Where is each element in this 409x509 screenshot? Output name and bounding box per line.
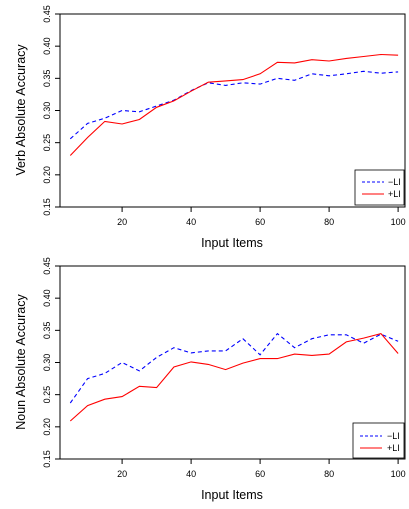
verb-accuracy-panel: 0.15 0.20 0.25 0.30 0.35 0.40 0.45 20 40 60 80 100… bbox=[14, 5, 406, 250]
noun-xtick-label: 40 bbox=[186, 469, 196, 479]
noun-legend-label-plus-li: +LI bbox=[387, 443, 400, 453]
noun-ytick-marks: 0.15 0.20 0.25 0.30 0.35 0.40 0.45 bbox=[42, 257, 60, 468]
noun-legend-label-minus-li: −LI bbox=[387, 431, 400, 441]
noun-ytick-label: 0.45 bbox=[42, 257, 52, 275]
noun-ytick-label: 0.35 bbox=[42, 322, 52, 340]
noun-ytick-label: 0.15 bbox=[42, 450, 52, 468]
verb-plot-frame bbox=[59, 13, 406, 208]
verb-xtick-label: 20 bbox=[117, 217, 127, 227]
noun-xtick-label: 100 bbox=[391, 469, 406, 479]
verb-ytick-label: 0.40 bbox=[42, 37, 52, 55]
verb-y-axis-title: Verb Absolute Accuracy bbox=[14, 44, 28, 176]
verb-x-axis-title: Input Items bbox=[201, 236, 263, 250]
noun-ytick-label: 0.40 bbox=[42, 289, 52, 307]
verb-ytick-label: 0.45 bbox=[42, 5, 52, 23]
noun-xtick-label: 60 bbox=[255, 469, 265, 479]
verb-xtick-label: 100 bbox=[391, 217, 406, 227]
noun-ytick-label: 0.25 bbox=[42, 386, 52, 404]
verb-series-lines bbox=[69, 53, 399, 156]
noun-series-lines bbox=[69, 332, 399, 422]
verb-legend-label-plus-li: +LI bbox=[388, 189, 401, 199]
noun-ytick-label: 0.30 bbox=[42, 354, 52, 372]
noun-legend: −LI +LI bbox=[352, 422, 405, 459]
noun-y-axis-title: Noun Absolute Accuracy bbox=[14, 294, 28, 430]
verb-legend-box bbox=[354, 169, 405, 206]
noun-legend-box bbox=[352, 422, 405, 459]
verb-ytick-label: 0.15 bbox=[42, 198, 52, 216]
verb-xtick-label: 60 bbox=[255, 217, 265, 227]
verb-legend-label-minus-li: −LI bbox=[388, 177, 401, 187]
noun-xtick-marks: 20 40 60 80 100 bbox=[117, 459, 406, 479]
verb-ytick-marks: 0.15 0.20 0.25 0.30 0.35 0.40 0.45 bbox=[42, 5, 60, 216]
verb-ytick-label: 0.30 bbox=[42, 102, 52, 120]
verb-ytick-label: 0.20 bbox=[42, 166, 52, 184]
noun-series-plus-li-line bbox=[69, 332, 399, 422]
verb-xtick-label: 40 bbox=[186, 217, 196, 227]
verb-ytick-label: 0.25 bbox=[42, 134, 52, 152]
verb-ytick-label: 0.35 bbox=[42, 70, 52, 88]
verb-xtick-label: 80 bbox=[324, 217, 334, 227]
noun-x-axis-title: Input Items bbox=[201, 488, 263, 502]
noun-accuracy-panel: 0.15 0.20 0.25 0.30 0.35 0.40 0.45 20 40 60 80 100… bbox=[14, 257, 406, 502]
noun-xtick-label: 80 bbox=[324, 469, 334, 479]
verb-series-plus-li-line bbox=[69, 53, 399, 156]
noun-series-minus-li-line bbox=[69, 332, 399, 404]
noun-xtick-label: 20 bbox=[117, 469, 127, 479]
verb-xtick-marks: 20 40 60 80 100 bbox=[117, 207, 406, 227]
verb-legend: −LI +LI bbox=[354, 169, 405, 206]
verb-series-minus-li-line bbox=[69, 70, 399, 140]
noun-ytick-label: 0.20 bbox=[42, 418, 52, 436]
